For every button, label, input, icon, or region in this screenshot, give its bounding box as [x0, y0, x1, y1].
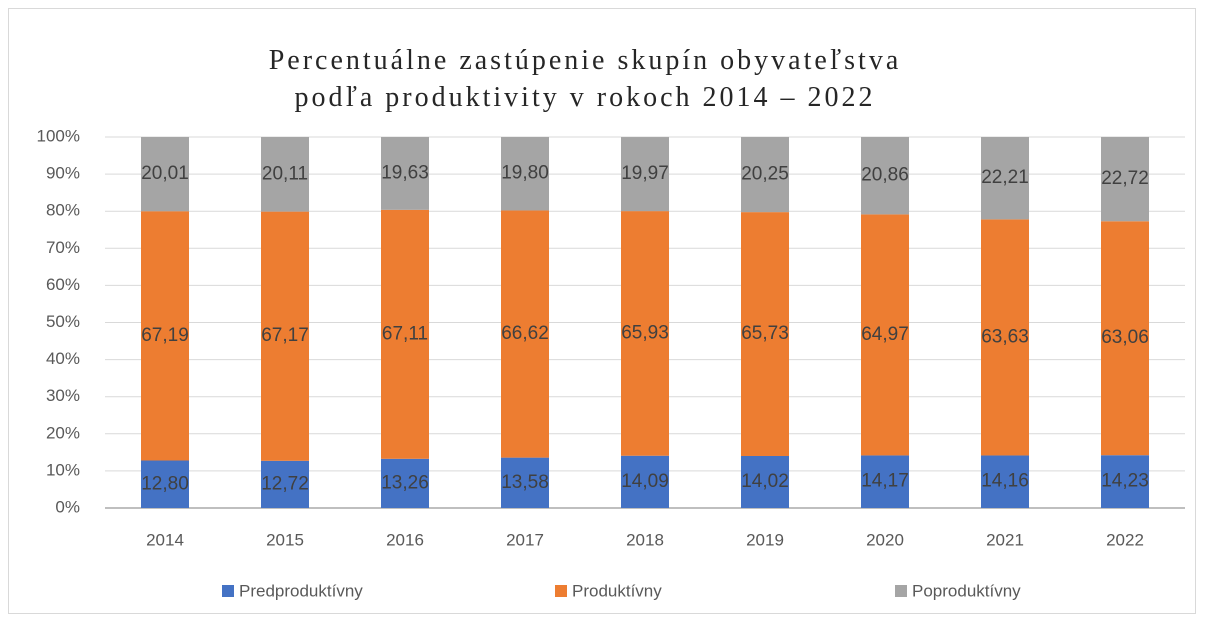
data-label: 14,09	[621, 471, 669, 492]
bar-segment	[261, 137, 309, 212]
bar-segment	[741, 212, 789, 456]
chart-frame	[8, 8, 1196, 614]
data-label: 19,80	[501, 163, 549, 184]
legend-swatch	[895, 585, 907, 597]
bar-segment	[141, 211, 189, 461]
legend-swatch	[555, 585, 567, 597]
data-label: 67,11	[382, 323, 428, 344]
x-tick-label: 2017	[506, 530, 544, 549]
chart-title: Percentuálne zastúpenie skupín obyvateľs…	[268, 45, 902, 113]
bar-segment	[381, 458, 429, 508]
y-tick-label: 20%	[46, 423, 80, 442]
bar-segment	[501, 137, 549, 211]
data-label: 66,62	[501, 323, 549, 344]
data-label: 20,01	[141, 163, 189, 184]
bar-segment	[741, 137, 789, 213]
legend-label: Predproduktívny	[239, 581, 363, 600]
legend-label: Produktívny	[572, 581, 662, 600]
data-label: 65,73	[741, 323, 789, 344]
bar-segment	[501, 457, 549, 508]
bar-segment	[381, 137, 429, 210]
y-tick-label: 100%	[37, 126, 80, 145]
y-tick-label: 10%	[46, 460, 80, 479]
data-label: 63,63	[981, 326, 1029, 347]
x-tick-label: 2019	[746, 530, 784, 549]
bar-segment	[621, 455, 669, 508]
bar-segment	[261, 460, 309, 508]
bar-segment	[261, 211, 309, 461]
data-label: 67,19	[141, 325, 189, 346]
y-tick-label: 0%	[55, 497, 80, 516]
data-label: 22,72	[1101, 168, 1149, 189]
bar-segment	[861, 214, 909, 456]
bar-segment	[861, 455, 909, 508]
x-tick-label: 2022	[1106, 530, 1144, 549]
x-tick-label: 2015	[266, 530, 304, 549]
data-label: 19,97	[621, 163, 669, 184]
bar-segment	[981, 455, 1029, 508]
data-label: 65,93	[621, 322, 669, 343]
bar-segment	[381, 209, 429, 459]
bar-segment	[501, 210, 549, 458]
y-tick-label: 60%	[46, 275, 80, 294]
y-tick-label: 80%	[46, 201, 80, 220]
data-label: 12,80	[141, 473, 189, 494]
x-tick-label: 2014	[146, 530, 184, 549]
data-label: 12,72	[261, 473, 309, 494]
data-label: 13,58	[501, 472, 549, 493]
bar-segment	[141, 137, 189, 212]
data-label: 14,23	[1101, 471, 1149, 492]
x-tick-label: 2021	[986, 530, 1024, 549]
data-label: 19,63	[381, 162, 429, 183]
data-label: 20,86	[861, 165, 909, 186]
y-tick-label: 40%	[46, 349, 80, 368]
y-tick-label: 70%	[46, 238, 80, 257]
y-tick-label: 30%	[46, 386, 80, 405]
bar-segment	[861, 137, 909, 215]
data-label: 14,17	[861, 471, 909, 492]
bar-segment	[621, 137, 669, 212]
y-tick-label: 50%	[46, 312, 80, 331]
data-label: 22,21	[981, 167, 1029, 188]
data-label: 64,97	[861, 324, 909, 345]
bar-segment	[1101, 455, 1149, 508]
legend-swatch	[222, 585, 234, 597]
data-label: 20,11	[262, 163, 308, 184]
bar-segment	[1101, 221, 1149, 456]
data-label: 14,02	[741, 471, 789, 492]
data-label: 14,16	[981, 471, 1029, 492]
bar-segment	[981, 137, 1029, 220]
bar-segment	[621, 211, 669, 456]
data-label: 13,26	[381, 472, 429, 493]
legend-label: Poproduktívny	[912, 581, 1021, 600]
x-tick-label: 2020	[866, 530, 904, 549]
y-tick-label: 90%	[46, 164, 80, 183]
bar-segment	[981, 219, 1029, 456]
bar-segment	[141, 460, 189, 508]
data-label: 63,06	[1101, 327, 1149, 348]
bar-segment	[741, 455, 789, 508]
data-label: 20,25	[741, 164, 789, 185]
bar-segment	[1101, 136, 1149, 222]
x-tick-label: 2016	[386, 530, 424, 549]
x-tick-label: 2018	[626, 530, 664, 549]
data-label: 67,17	[261, 325, 309, 346]
